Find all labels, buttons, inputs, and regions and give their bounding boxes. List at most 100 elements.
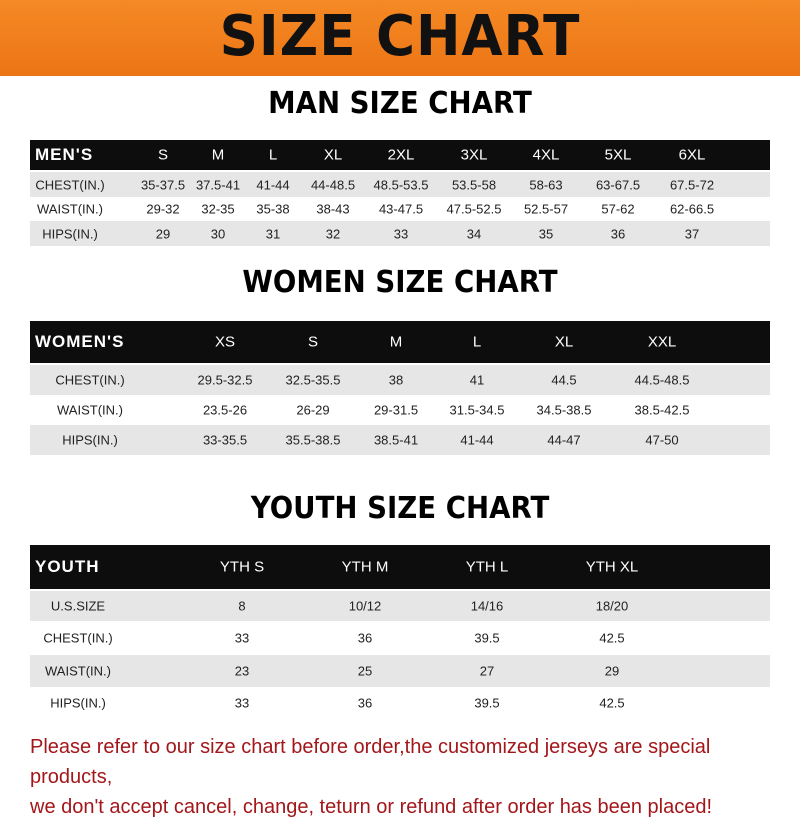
size-column-header: 3XL xyxy=(460,146,488,164)
table-cell: 41-44 xyxy=(460,432,494,448)
table-cell: 39.5 xyxy=(474,630,500,646)
table-cell: 39.5 xyxy=(474,695,500,710)
table-cell: 47-50 xyxy=(645,432,679,448)
table-cell: 33 xyxy=(234,630,250,646)
table-cell: 8 xyxy=(238,598,246,614)
size-column-header: YTH S xyxy=(219,558,265,576)
size-column-header: M xyxy=(389,333,403,351)
table-cell: 41-44 xyxy=(256,177,290,192)
table-row: HIPS(IN.) 33-35.5 35.5-38.5 38.5-41 41-44 44-… xyxy=(30,425,770,455)
measurement-label: HIPS(IN.) xyxy=(42,226,98,241)
table-cell: 34.5-38.5 xyxy=(536,402,592,418)
table-cell: 33-35.5 xyxy=(202,432,248,448)
size-column-header: 4XL xyxy=(532,146,560,164)
table-cell: 29.5-32.5 xyxy=(197,372,253,388)
measurement-label: HIPS(IN.) xyxy=(62,432,118,448)
table-cell: 32.5-35.5 xyxy=(285,372,341,388)
table-cell: 37 xyxy=(684,226,700,241)
size-column-header: M xyxy=(211,146,225,164)
table-title-cell: YOUTH xyxy=(35,557,100,576)
table-cell: 34 xyxy=(466,226,482,241)
size-column-header: YTH M xyxy=(341,558,389,576)
table-cell: 23 xyxy=(234,663,250,679)
table-row: HIPS(IN.) 29 30 31 32 33 34 35 36 37 xyxy=(30,221,770,246)
disclaimer-line-1: Please refer to our size chart before or… xyxy=(30,736,711,788)
size-column-header: 5XL xyxy=(604,146,632,164)
size-column-header: XL xyxy=(323,146,343,164)
table-cell: 48.5-53.5 xyxy=(373,177,429,192)
size-column-header: XXL xyxy=(647,333,677,351)
table-header-row: YOUTH YTH S YTH M YTH L YTH XL xyxy=(30,545,770,589)
size-column-header: XL xyxy=(554,333,574,351)
table-cell: 33 xyxy=(393,226,409,241)
table-cell: 43-47.5 xyxy=(378,201,424,217)
table-cell: 18/20 xyxy=(595,598,629,614)
table-cell: 41 xyxy=(469,372,485,388)
table-cell: 38-43 xyxy=(316,201,350,217)
size-column-header: XS xyxy=(214,333,236,351)
table-cell: 27 xyxy=(479,663,495,679)
size-column-header: L xyxy=(268,146,278,164)
table-cell: 29 xyxy=(155,226,171,241)
table-row: WAIST(IN.) 23.5-26 26-29 29-31.5 31.5-34.5 34… xyxy=(30,395,770,425)
women-section-title: WOMEN SIZE CHART xyxy=(242,265,558,300)
measurement-label: CHEST(IN.) xyxy=(35,177,105,192)
table-cell: 42.5 xyxy=(599,630,625,646)
table-row: CHEST(IN.) 35-37.5 37.5-41 41-44 44-48.5 48.5… xyxy=(30,172,770,197)
table-header-row: MEN'S S M L XL 2XL 3XL 4XL 5XL 6XL xyxy=(30,140,770,170)
table-cell: 26-29 xyxy=(296,402,330,418)
table-cell: 47.5-52.5 xyxy=(446,201,502,217)
table-cell: 67.5-72 xyxy=(669,177,715,192)
disclaimer: Please refer to our size chart before or… xyxy=(30,732,790,822)
table-cell: 32 xyxy=(325,226,341,241)
size-column-header: 6XL xyxy=(678,146,706,164)
table-cell: 31.5-34.5 xyxy=(449,402,505,418)
measurement-label: U.S.SIZE xyxy=(50,598,106,614)
title-banner: SIZE CHART xyxy=(0,0,800,76)
measurement-label: CHEST(IN.) xyxy=(43,630,113,646)
table-cell: 31 xyxy=(265,226,281,241)
table-cell: 29 xyxy=(604,663,620,679)
table-row: WAIST(IN.) 29-32 32-35 35-38 38-43 43-47.5 47.… xyxy=(30,197,770,221)
table-cell: 36 xyxy=(610,226,626,241)
page-title: SIZE CHART xyxy=(219,4,581,69)
table-cell: 44-47 xyxy=(547,432,581,448)
table-cell: 44.5-48.5 xyxy=(634,372,690,388)
table-title-cell: WOMEN'S xyxy=(35,332,125,351)
table-cell: 36 xyxy=(357,630,373,646)
size-column-header: YTH L xyxy=(465,558,509,576)
table-cell: 62-66.5 xyxy=(669,201,715,217)
youth-section-title: YOUTH SIZE CHART xyxy=(250,491,550,526)
table-cell: 42.5 xyxy=(599,695,625,710)
disclaimer-line-2: we don't accept cancel, change, teturn o… xyxy=(30,796,713,818)
table-cell: 29-32 xyxy=(146,201,180,217)
table-cell: 63-67.5 xyxy=(595,177,641,192)
size-column-header: 2XL xyxy=(387,146,415,164)
table-cell: 10/12 xyxy=(348,598,382,614)
table-row: U.S.SIZE 8 10/12 14/16 18/20 xyxy=(30,591,770,621)
measurement-label: CHEST(IN.) xyxy=(55,372,125,388)
size-column-header: S xyxy=(157,146,169,164)
table-cell: 35-37.5 xyxy=(140,177,186,192)
table-header-row: WOMEN'S XS S M L XL XXL xyxy=(30,321,770,363)
measurement-label: WAIST(IN.) xyxy=(37,201,103,217)
table-cell: 35 xyxy=(538,226,554,241)
table-cell: 38.5-41 xyxy=(373,432,419,448)
table-row: WAIST(IN.) 23 25 27 29 xyxy=(30,655,770,687)
table-cell: 44-48.5 xyxy=(310,177,356,192)
measurement-label: HIPS(IN.) xyxy=(50,695,106,710)
table-cell: 57-62 xyxy=(601,201,635,217)
table-row: CHEST(IN.) 33 36 39.5 42.5 xyxy=(30,621,770,655)
table-cell: 53.5-58 xyxy=(451,177,497,192)
table-cell: 44.5 xyxy=(551,372,577,388)
table-cell: 30 xyxy=(210,226,226,241)
table-cell: 58-63 xyxy=(529,177,563,192)
table-cell: 35.5-38.5 xyxy=(285,432,341,448)
size-column-header: YTH XL xyxy=(585,558,639,576)
measurement-label: WAIST(IN.) xyxy=(45,663,111,679)
table-row: HIPS(IN.) 33 36 39.5 42.5 xyxy=(30,687,770,718)
table-cell: 36 xyxy=(357,695,373,710)
table-cell: 33 xyxy=(234,695,250,710)
table-cell: 32-35 xyxy=(201,201,235,217)
measurement-label: WAIST(IN.) xyxy=(57,402,123,418)
